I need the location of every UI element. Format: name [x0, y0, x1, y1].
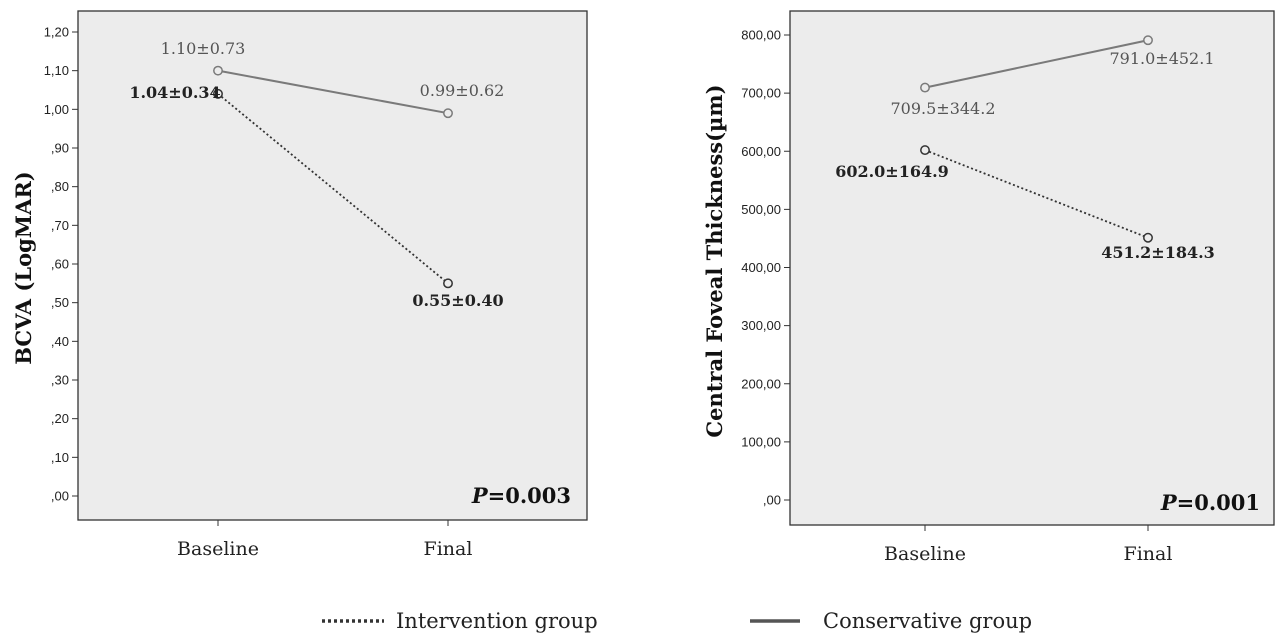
y-tick-label: 1,00 [44, 102, 69, 117]
series-line-conservative [924, 39, 1149, 89]
series-line-intervention [924, 149, 1149, 239]
y-axis-label: Central Foveal Thickness(µm) [702, 84, 727, 437]
y-tick-label: 1,20 [44, 24, 69, 39]
series-line-intervention [217, 93, 449, 285]
x-tick-label: Baseline [177, 538, 259, 560]
y-tick-label: 600,00 [741, 144, 781, 159]
p-value-annotation: P=0.001 [1160, 490, 1260, 515]
y-tick-label: ,40 [51, 334, 69, 349]
y-tick-label: 500,00 [741, 202, 781, 217]
y-tick-label: ,70 [51, 218, 69, 233]
p-value-number: =0.003 [488, 483, 571, 508]
p-value-number: =0.001 [1177, 490, 1260, 515]
data-point [920, 82, 930, 93]
plot-area [77, 10, 588, 521]
y-tick-label: 400,00 [741, 260, 781, 275]
chart-central-foveal-thickness: ,00 100,00 200,00 300,00 400,00 500,00 600,00 7… [702, 10, 1275, 565]
data-point [1143, 232, 1153, 243]
y-axis-label: BCVA (LogMAR) [11, 171, 36, 364]
y-tick-label: 800,00 [741, 28, 781, 43]
data-point [920, 145, 930, 156]
data-label: 0.55±0.40 [412, 291, 503, 310]
data-label: 451.2±184.3 [1101, 243, 1215, 262]
p-value-symbol: P [1160, 490, 1178, 515]
p-value-annotation: P=0.003 [471, 483, 571, 508]
y-tick-label: ,60 [51, 256, 69, 271]
x-tick-label: Final [424, 538, 473, 560]
y-tick-label: 300,00 [741, 318, 781, 333]
y-tick-label: ,00 [51, 489, 69, 504]
x-tick-label: Baseline [884, 543, 966, 565]
y-tick-label: ,00 [763, 493, 781, 508]
data-label: 0.99±0.62 [420, 81, 505, 100]
legend-label-intervention: Intervention group [396, 609, 598, 633]
y-tick-label: ,20 [51, 411, 69, 426]
data-label: 602.0±164.9 [835, 162, 949, 181]
plot-area [789, 10, 1275, 526]
data-point [443, 278, 453, 289]
data-point [213, 65, 223, 76]
y-tick-label: 200,00 [741, 376, 781, 391]
p-value-symbol: P [471, 483, 489, 508]
data-point [1143, 35, 1153, 46]
data-label: 1.10±0.73 [161, 39, 246, 58]
y-tick-label: 700,00 [741, 86, 781, 101]
y-tick-label: 100,00 [741, 434, 781, 449]
x-tick-label: Final [1124, 543, 1173, 565]
chart-bcva: ,00 ,10 ,20 ,30 ,40 ,50 ,60 ,70 ,80 ,90 1,00 1,10 1,… [11, 10, 588, 560]
y-tick-label: ,80 [51, 179, 69, 194]
data-label: 791.0±452.1 [1109, 49, 1214, 68]
y-tick-label: 1,10 [44, 63, 69, 78]
y-tick-label: ,90 [51, 140, 69, 155]
data-label: 709.5±344.2 [890, 99, 995, 118]
data-point [443, 108, 453, 119]
series-line-conservative [217, 69, 449, 115]
y-tick-label: ,10 [51, 450, 69, 465]
y-tick-label: ,30 [51, 372, 69, 387]
y-tick-label: ,50 [51, 295, 69, 310]
legend: Intervention group Conservative group [322, 609, 1032, 633]
data-label: 1.04±0.34 [129, 83, 220, 102]
legend-label-conservative: Conservative group [823, 609, 1032, 633]
data-point [213, 88, 223, 99]
